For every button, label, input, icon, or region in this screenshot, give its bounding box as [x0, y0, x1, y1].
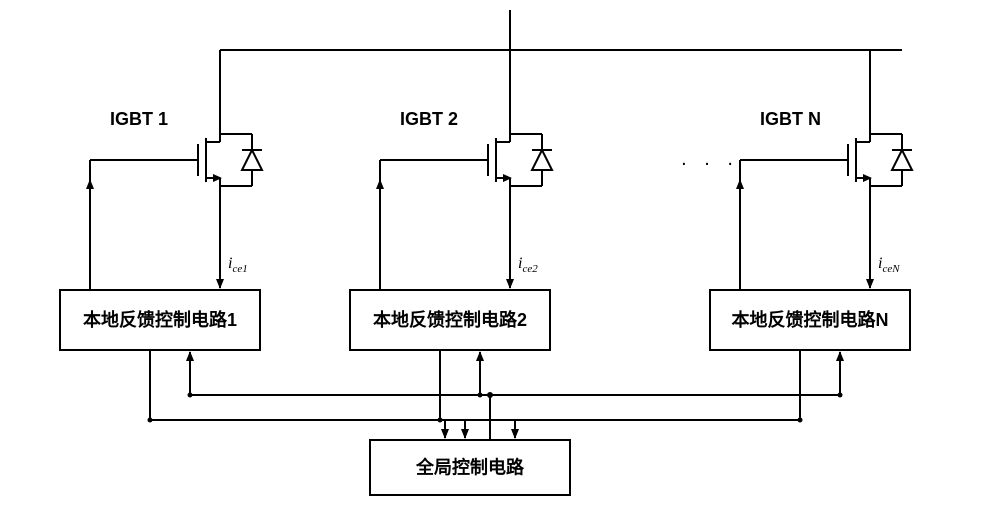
feedback-box-label-1: 本地反馈控制电路1	[83, 309, 237, 330]
ellipsis: . . .	[681, 148, 739, 170]
current-label-1: ice1	[228, 255, 248, 275]
feedback-box-label-3: 本地反馈控制电路N	[732, 309, 889, 330]
igbt-symbol-3	[830, 120, 912, 200]
igbt-label-1: IGBT 1	[110, 109, 168, 129]
feedback-box-label-2: 本地反馈控制电路2	[373, 309, 527, 330]
igbt-label-2: IGBT 2	[400, 109, 458, 129]
current-label-2: ice2	[518, 255, 538, 275]
igbt-label-3: IGBT N	[760, 109, 821, 129]
current-label-3: iceN	[878, 255, 900, 275]
igbt-symbol-2	[470, 120, 552, 200]
circuit-diagram: IGBT 1 本地反馈控制电路1 ice1 IGBT 2 本地反馈控制电路2 ice2 IG…	[0, 0, 1000, 518]
igbt-symbol-1	[180, 120, 262, 200]
global-box-label: 全局控制电路	[415, 457, 525, 478]
